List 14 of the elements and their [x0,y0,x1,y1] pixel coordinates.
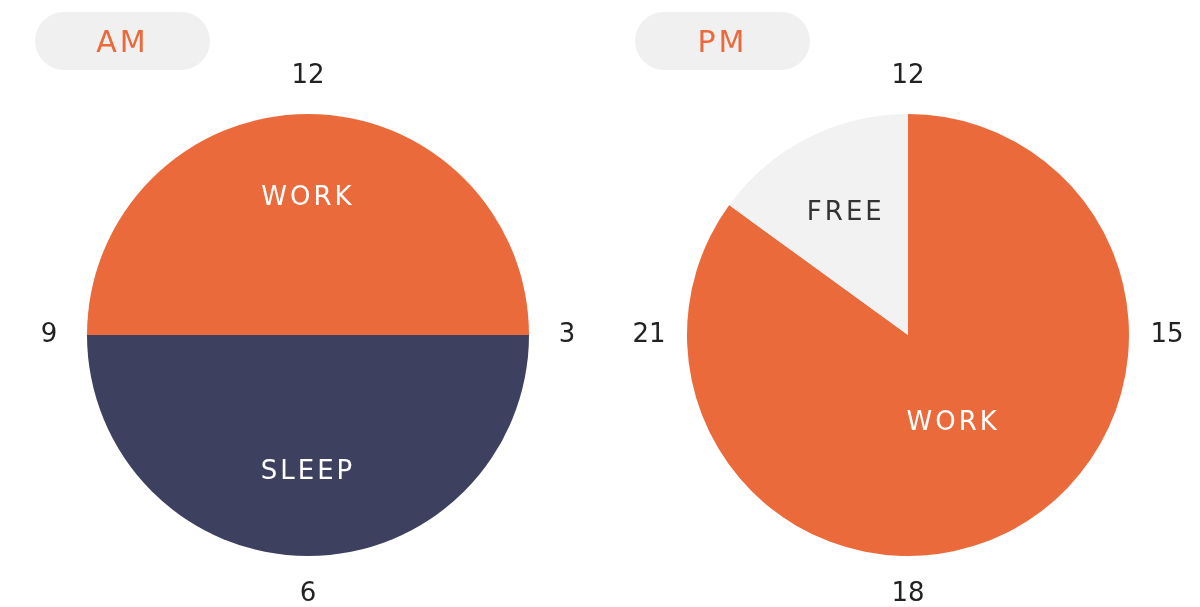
text: 3 [558,317,576,348]
text: 9 [40,317,58,348]
text: 12 [291,58,325,89]
slice-label: FREE [806,195,885,226]
slice-label: WORK [906,406,1000,437]
chart-title: AM [35,12,210,70]
text: 6 [299,576,317,607]
slice-label: WORK [261,180,355,211]
text: 18 [891,576,925,607]
text: 12 [891,58,925,89]
text: 21 [632,317,666,348]
chart-title: PM [635,12,810,70]
text: 15 [1150,317,1184,348]
slice-label: SLEEP [260,454,356,485]
